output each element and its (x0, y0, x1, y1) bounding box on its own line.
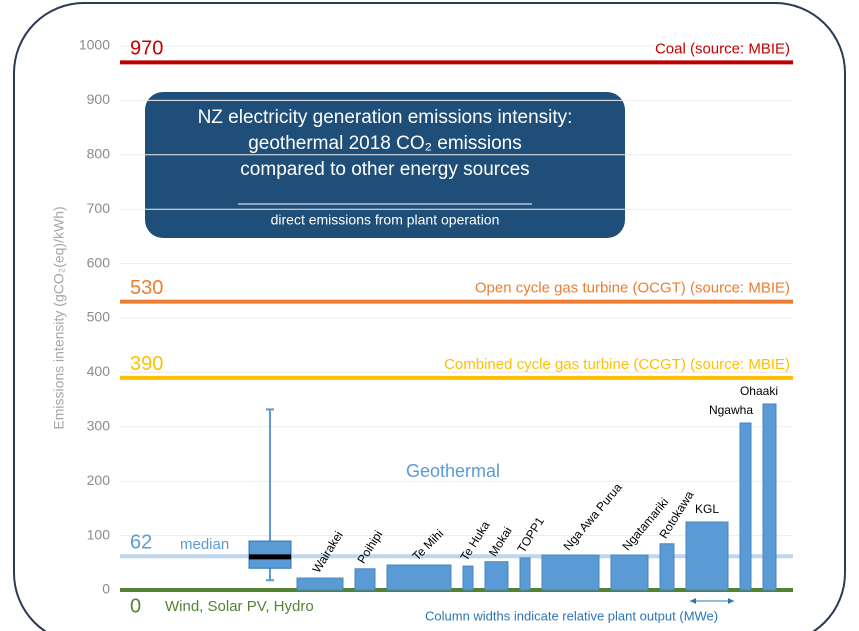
reference-value: 0 (130, 595, 141, 617)
bar (685, 521, 729, 591)
bar-label: Ohaaki (740, 384, 778, 398)
bar (541, 554, 600, 591)
reference-value: 390 (130, 353, 163, 375)
bar-label: Nga Awa Purua (561, 480, 625, 553)
bar (659, 543, 675, 591)
bar-label: Poihipi (354, 528, 385, 566)
group-label: Geothermal (406, 461, 500, 481)
y-tick-label: 100 (87, 526, 111, 542)
y-axis-label: Emissions intensity (gCO₂(eq)/kWh) (51, 206, 67, 429)
y-tick-label: 200 (87, 472, 111, 488)
bar (484, 561, 509, 591)
y-tick-label: 400 (87, 363, 111, 379)
bar (296, 577, 344, 591)
bar (610, 554, 649, 591)
width-note: Column widths indicate relative plant ou… (425, 608, 718, 623)
y-tick-label: 900 (87, 91, 111, 107)
y-tick-label: 700 (87, 200, 111, 216)
reference-name: Wind, Solar PV, Hydro (165, 598, 314, 615)
frame (13, 2, 846, 631)
subtitle: direct emissions from plant operation (271, 212, 500, 228)
y-tick-label: 300 (87, 418, 111, 434)
y-tick-label: 0 (102, 581, 110, 597)
bar (462, 565, 474, 591)
reference-name: Combined cycle gas turbine (CCGT) (sourc… (444, 356, 790, 373)
reference-value: 530 (130, 277, 163, 299)
chart-title: compared to other energy sources (240, 159, 529, 180)
bar (354, 568, 376, 591)
bar-label: Ngawha (709, 403, 753, 417)
bar (739, 422, 752, 591)
y-tick-label: 1000 (79, 37, 110, 53)
reference-name: Open cycle gas turbine (OCGT) (source: M… (475, 280, 790, 297)
bar (386, 564, 452, 591)
y-tick-label: 500 (87, 309, 111, 325)
y-tick-label: 800 (87, 146, 111, 162)
bar-label: KGL (695, 502, 719, 516)
reference-value: 62 (130, 532, 152, 554)
title-box (145, 92, 625, 238)
bar-label: TOPP1 (514, 514, 547, 555)
bar (762, 403, 777, 591)
chart-title: NZ electricity generation emissions inte… (198, 107, 573, 128)
chart-title: geothermal 2018 CO₂ emissions (248, 133, 522, 154)
reference-name: Coal (source: MBIE) (655, 40, 790, 57)
y-tick-label: 600 (87, 254, 111, 270)
reference-name: median (180, 536, 229, 553)
reference-value: 970 (130, 38, 163, 60)
bar (519, 557, 531, 591)
